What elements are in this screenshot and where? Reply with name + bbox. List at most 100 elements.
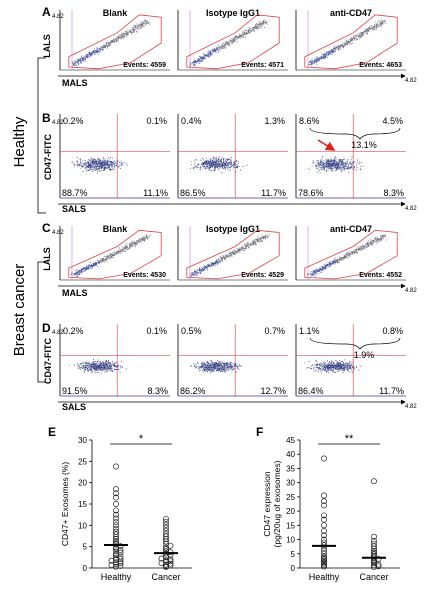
event-dot <box>102 166 103 167</box>
event-dot <box>242 35 243 36</box>
event-dot <box>217 261 218 262</box>
event-dot <box>331 50 332 51</box>
event-dot <box>366 247 367 248</box>
event-dot <box>237 38 238 39</box>
event-dot <box>335 261 336 262</box>
event-dot <box>97 164 98 165</box>
event-dot <box>190 276 191 277</box>
event-dot <box>110 170 111 171</box>
event-dot <box>220 47 221 48</box>
event-dot <box>380 236 381 237</box>
event-dot <box>330 264 331 265</box>
event-dot <box>338 165 339 166</box>
event-dot <box>317 166 318 167</box>
event-dot <box>142 237 143 238</box>
event-dot <box>134 245 135 246</box>
event-dot <box>91 159 92 160</box>
event-dot <box>351 39 352 40</box>
event-dot <box>230 162 231 163</box>
event-dot <box>328 54 329 55</box>
event-dot <box>97 168 98 169</box>
event-dot <box>325 267 326 268</box>
event-dot <box>367 242 368 243</box>
event-dot <box>99 168 100 169</box>
event-dot <box>328 264 329 265</box>
event-dot <box>106 360 107 361</box>
event-dot <box>121 361 122 362</box>
event-dot <box>104 46 105 47</box>
event-dot <box>210 54 211 55</box>
event-dot <box>99 162 100 163</box>
event-dot <box>379 239 380 240</box>
event-dot <box>311 60 312 61</box>
event-dot <box>94 265 95 266</box>
event-cloud <box>190 157 248 174</box>
event-dot <box>113 363 114 364</box>
event-dot <box>314 63 315 64</box>
event-dot <box>145 25 146 26</box>
event-dot <box>132 31 133 32</box>
event-dot <box>83 269 84 270</box>
event-dot <box>234 253 235 254</box>
event-dot <box>110 168 111 169</box>
event-dot <box>328 266 329 267</box>
event-dot <box>206 158 207 159</box>
event-dot <box>116 160 117 161</box>
event-dot <box>114 40 115 41</box>
event-dot <box>347 256 348 257</box>
event-dot <box>371 25 372 26</box>
event-dot <box>372 242 373 243</box>
event-dot <box>356 170 357 171</box>
event-dot <box>94 159 95 160</box>
event-dot <box>110 256 111 257</box>
event-dot <box>135 25 136 26</box>
event-dot <box>321 169 322 170</box>
event-dot <box>207 163 208 164</box>
event-dot <box>253 29 254 30</box>
event-dot <box>111 257 112 258</box>
event-dot <box>344 159 345 160</box>
event-dot <box>97 173 98 174</box>
event-dot <box>98 372 99 373</box>
event-dot <box>362 34 363 35</box>
event-dot <box>367 246 368 247</box>
event-dot <box>71 273 72 274</box>
event-dot <box>71 162 72 163</box>
event-dot <box>100 47 101 48</box>
event-dot <box>353 162 354 163</box>
event-dot <box>114 160 115 161</box>
event-dot <box>81 166 82 167</box>
event-dot <box>97 361 98 362</box>
event-dot <box>200 169 201 170</box>
event-dot <box>117 161 118 162</box>
event-dot <box>239 36 240 37</box>
event-dot <box>80 364 81 365</box>
event-dot <box>223 257 224 258</box>
event-dot <box>94 366 95 367</box>
event-dot <box>92 161 93 162</box>
event-dot <box>377 22 378 23</box>
event-dot <box>97 49 98 50</box>
event-dot <box>77 276 78 277</box>
x-axis-label: MALS <box>62 78 88 88</box>
event-dot <box>75 62 76 63</box>
y-axis-label: LALS <box>42 247 52 271</box>
event-dot <box>206 267 207 268</box>
event-dot <box>103 47 104 48</box>
event-dot <box>87 55 88 56</box>
event-dot <box>266 23 267 24</box>
event-dot <box>113 254 114 255</box>
event-dot <box>352 163 353 164</box>
event-dot <box>327 264 328 265</box>
event-dot <box>194 62 195 63</box>
event-dot <box>138 241 139 242</box>
event-dot <box>193 64 194 65</box>
event-dot <box>94 163 95 164</box>
event-dot <box>93 164 94 165</box>
event-dot <box>322 57 323 58</box>
event-dot <box>383 237 384 238</box>
event-dot <box>258 23 259 24</box>
event-dot <box>114 163 115 164</box>
event-dot <box>97 51 98 52</box>
